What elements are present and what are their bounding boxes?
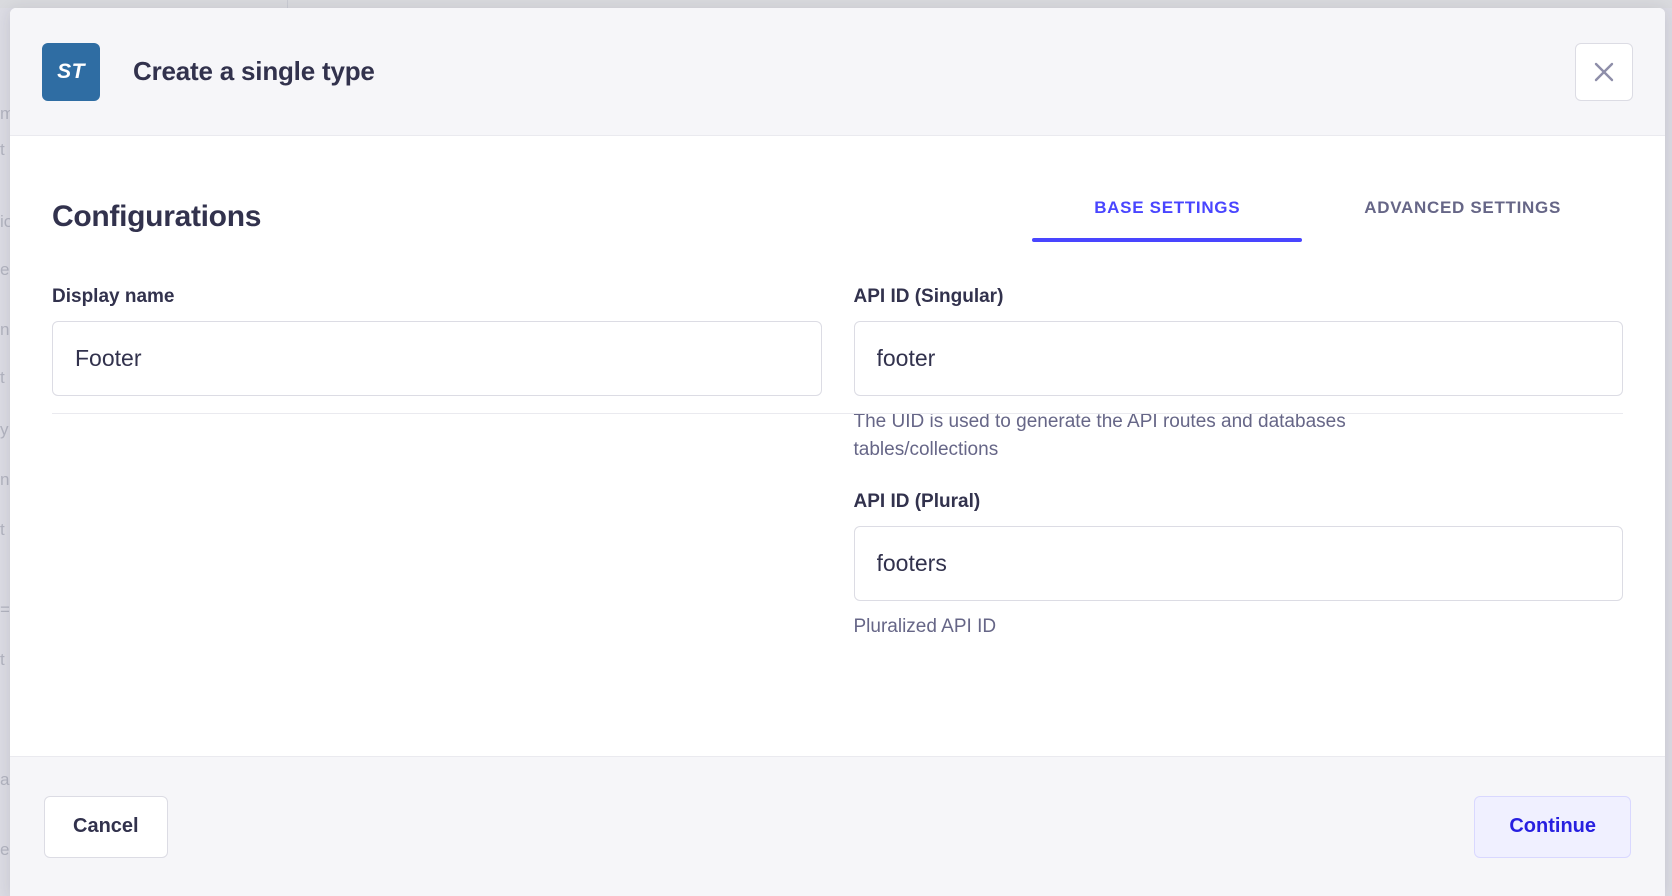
close-icon [1592, 60, 1616, 84]
field-api-id-singular: API ID (Singular) The UID is used to gen… [853, 286, 1623, 463]
modal-header: ST Create a single type [10, 8, 1665, 136]
settings-tablist: BASE SETTINGS ADVANCED SETTINGS [1032, 198, 1623, 242]
backdrop-ghost-line: t [0, 368, 5, 387]
create-single-type-modal: ST Create a single type Configurations B… [10, 8, 1665, 896]
backdrop-ghost-line: t [0, 650, 5, 669]
configurations-form: Display name API ID (Singular) The UID i… [52, 240, 1623, 641]
single-type-badge: ST [42, 42, 100, 101]
api-id-plural-input[interactable] [853, 526, 1623, 602]
tab-advanced-settings[interactable]: ADVANCED SETTINGS [1364, 198, 1561, 217]
configurations-header-row: Configurations BASE SETTINGS ADVANCED SE… [52, 136, 1623, 242]
backdrop-ghost-line: a [0, 770, 10, 789]
form-column-left: Display name [52, 286, 822, 641]
field-api-id-plural: API ID (Plural) Pluralized API ID [853, 491, 1623, 641]
section-divider [52, 413, 1623, 414]
close-button[interactable] [1575, 42, 1633, 101]
api-id-plural-hint: Pluralized API ID [853, 616, 997, 638]
field-display-name: Display name [52, 286, 822, 396]
api-id-singular-hint: The UID is used to generate the API rout… [853, 411, 1346, 460]
backdrop-ghost-line: y [0, 420, 9, 439]
backdrop-ghost-line: t [0, 520, 5, 539]
backdrop-ghost-line: e [0, 260, 10, 279]
backdrop-ghost-line: n [0, 470, 10, 489]
backdrop-column-seam [287, 0, 288, 8]
backdrop-ghost-line: = [0, 600, 10, 619]
api-id-singular-input[interactable] [853, 321, 1623, 396]
display-name-label: Display name [52, 286, 175, 307]
backdrop-top-strip [0, 0, 1672, 8]
form-column-right: API ID (Singular) The UID is used to gen… [853, 286, 1623, 641]
backdrop-ghost-line: t [0, 140, 5, 159]
backdrop-ghost-line: io [0, 212, 14, 231]
display-name-input[interactable] [52, 321, 822, 396]
modal-body: Configurations BASE SETTINGS ADVANCED SE… [10, 136, 1665, 756]
cancel-button[interactable]: Cancel [44, 795, 168, 858]
modal-footer: Cancel Continue [10, 756, 1665, 896]
modal-title: Create a single type [133, 56, 375, 86]
section-title: Configurations [52, 200, 262, 233]
backdrop-ghost-line: el [0, 840, 14, 859]
continue-button[interactable]: Continue [1474, 795, 1631, 858]
backdrop-ghost-line: n [0, 320, 10, 339]
api-id-singular-label: API ID (Singular) [853, 286, 1004, 307]
api-id-plural-label: API ID (Plural) [853, 491, 981, 513]
tab-base-settings[interactable]: BASE SETTINGS [1032, 198, 1303, 242]
